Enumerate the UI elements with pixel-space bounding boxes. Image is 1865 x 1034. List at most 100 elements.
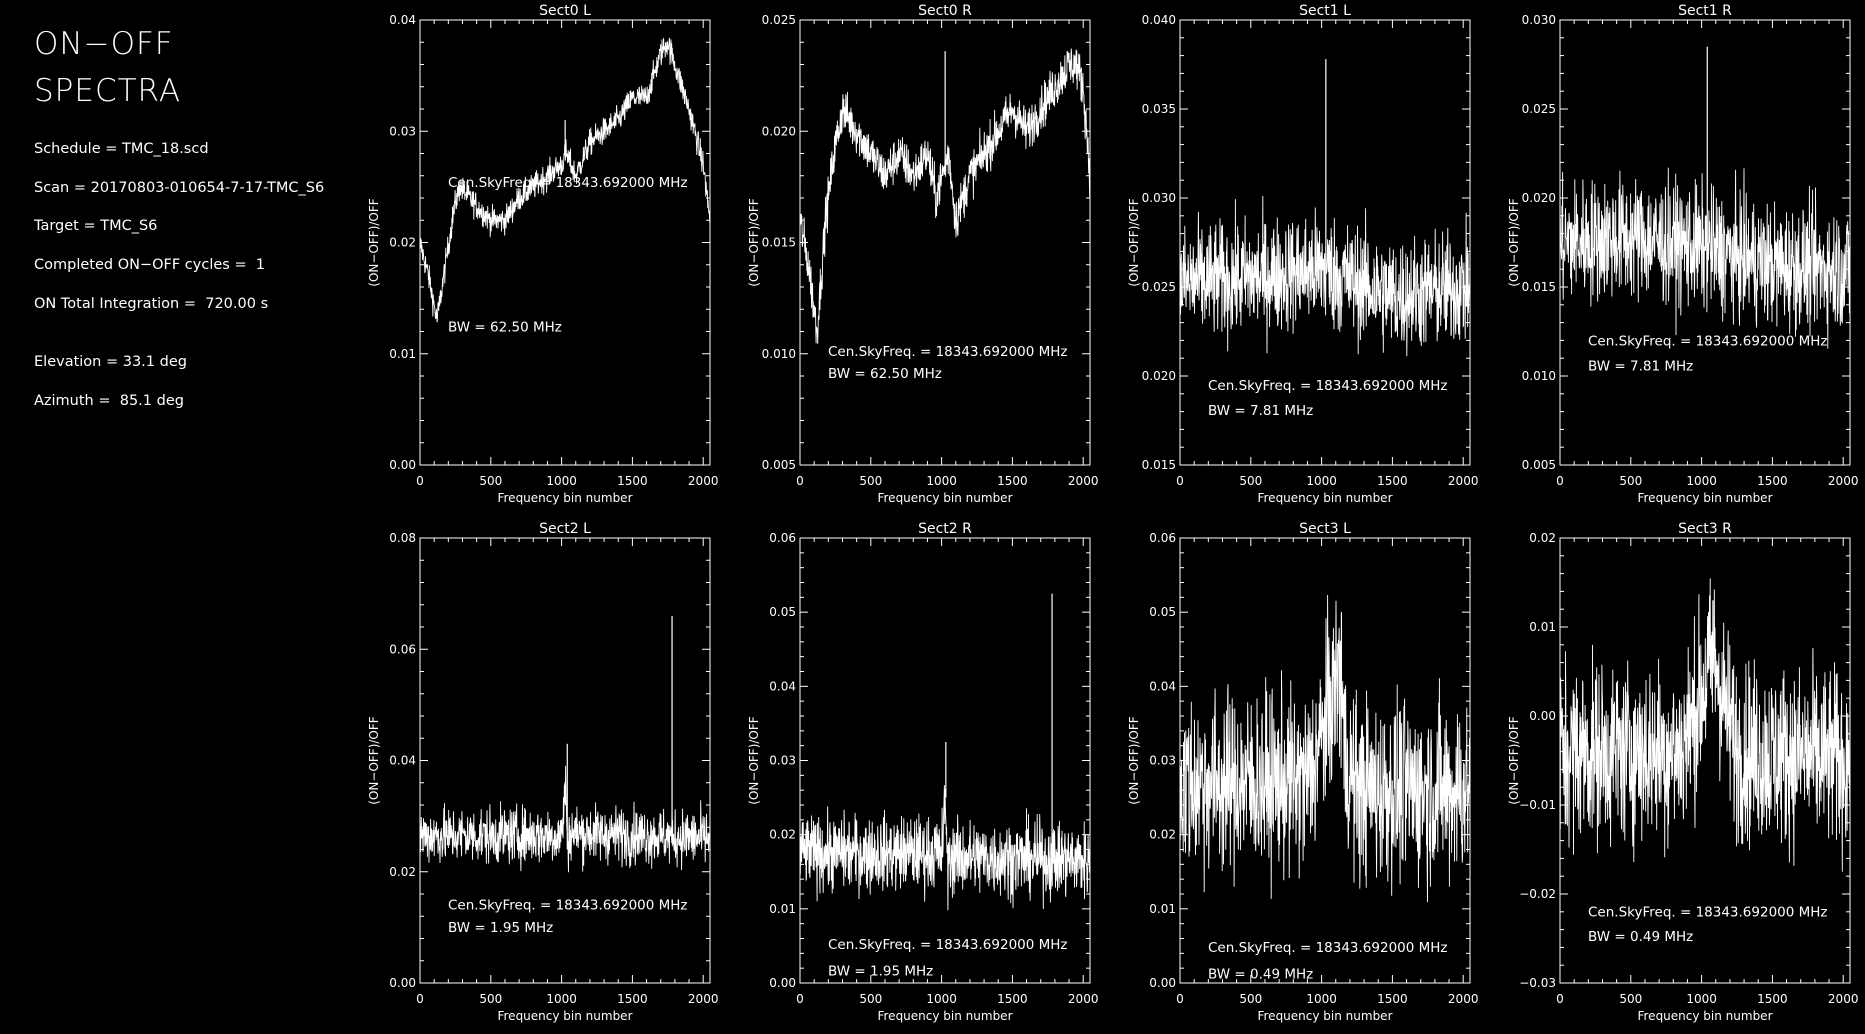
y-tick-label: 0.04: [769, 679, 796, 693]
y-tick-label: 0.04: [389, 754, 416, 768]
x-tick-label: 1000: [926, 474, 957, 488]
x-tick-label: 0: [1176, 474, 1184, 488]
x-tick-label: 0: [416, 474, 424, 488]
y-tick-label: 0.06: [389, 642, 416, 656]
x-tick-label: 500: [479, 992, 502, 1006]
x-tick-label: 2000: [1448, 992, 1479, 1006]
plot-frame: [1559, 537, 1851, 984]
x-axis-label: Frequency bin number: [1637, 491, 1772, 505]
plot-frame: [1179, 19, 1471, 466]
y-tick-label: 0.030: [1142, 191, 1176, 205]
y-tick-label: 0.06: [1149, 531, 1176, 545]
y-tick-label: 0.00: [389, 976, 416, 990]
elevation-label: Elevation = 33.1 deg: [34, 354, 187, 370]
x-tick-label: 2000: [1828, 474, 1859, 488]
chart-panel: 0 500 1000 1500 2000 −0.03 −0.02 −0.01 0.00 0.01 0…: [1507, 521, 1858, 1023]
y-tick-label: 0.040: [1142, 13, 1176, 27]
x-axis-label: Frequency bin number: [877, 1009, 1012, 1023]
chart-title: Sect1 R: [1678, 3, 1732, 19]
x-tick-label: 0: [1556, 474, 1564, 488]
y-tick-label: 0.03: [1149, 754, 1176, 768]
x-tick-label: 1500: [997, 992, 1028, 1006]
x-axis-label: Frequency bin number: [497, 1009, 632, 1023]
spectrum-line: [1560, 578, 1850, 872]
bandwidth-annotation: BW = 0.49 MHz: [1208, 967, 1313, 983]
chart-panel: 0 500 1000 1500 2000 0.015 0.020 0.025 0.030 0.03…: [1127, 3, 1478, 505]
x-axis-label: Frequency bin number: [1637, 1009, 1772, 1023]
y-axis-label: (ON−OFF)/OFF: [367, 198, 381, 286]
y-tick-label: 0.00: [769, 976, 796, 990]
sky-frequency-annotation: Cen.SkyFreq. = 18343.692000 MHz: [828, 937, 1068, 953]
y-axis-label: (ON−OFF)/OFF: [1127, 198, 1141, 286]
integration-label: ON Total Integration = 720.00 s: [34, 296, 269, 312]
chart-panel: 0 500 1000 1500 2000 0.00 0.01 0.02 0.03 0.04 Sect…: [367, 3, 718, 505]
x-tick-label: 2000: [1448, 474, 1479, 488]
y-tick-label: 0.00: [1149, 976, 1176, 990]
spectrum-line: [1180, 195, 1470, 357]
y-tick-label: −0.01: [1519, 798, 1556, 812]
sky-frequency-annotation: Cen.SkyFreq. = 18343.692000 MHz: [1208, 940, 1448, 956]
chart-title: Sect0 L: [539, 3, 591, 19]
y-tick-label: 0.01: [1149, 902, 1176, 916]
target-label: Target = TMC_S6: [34, 218, 158, 234]
bandwidth-annotation: BW = 62.50 MHz: [448, 320, 562, 336]
x-axis-label: Frequency bin number: [497, 491, 632, 505]
y-tick-label: 0.025: [762, 13, 796, 27]
x-axis-label: Frequency bin number: [1257, 491, 1392, 505]
y-axis-label: (ON−OFF)/OFF: [1507, 716, 1521, 804]
y-tick-label: 0.025: [1142, 280, 1176, 294]
plot-frame: [799, 537, 1091, 984]
x-tick-label: 1000: [1306, 474, 1337, 488]
y-tick-label: 0.020: [1142, 369, 1176, 383]
y-tick-label: 0.08: [389, 531, 416, 545]
y-tick-label: 0.04: [389, 13, 416, 27]
info-panel: ON−OFF SPECTRA Schedule = TMC_18.scd Sca…: [0, 0, 360, 1034]
chart-panel: 0 500 1000 1500 2000 0.00 0.02 0.04 0.06 0.08 Sect…: [367, 521, 718, 1023]
x-tick-label: 1500: [617, 474, 648, 488]
bandwidth-annotation: BW = 1.95 MHz: [448, 920, 553, 936]
y-tick-label: 0.010: [762, 347, 796, 361]
spectrum-line: [800, 785, 1090, 911]
bandwidth-annotation: BW = 1.95 MHz: [828, 964, 933, 980]
chart-title: Sect1 L: [1299, 3, 1351, 19]
y-axis-label: (ON−OFF)/OFF: [367, 716, 381, 804]
chart-panel: 0 500 1000 1500 2000 0.005 0.010 0.015 0.020 0.02…: [747, 3, 1098, 505]
chart-panel: 0 500 1000 1500 2000 0.00 0.01 0.02 0.03 0.04 0.05…: [747, 521, 1098, 1023]
y-tick-label: 0.02: [1149, 828, 1176, 842]
bandwidth-annotation: BW = 0.49 MHz: [1588, 929, 1693, 945]
y-tick-label: 0.015: [762, 236, 796, 250]
x-tick-label: 1000: [1306, 992, 1337, 1006]
x-tick-label: 1500: [617, 992, 648, 1006]
chart-panel: 0 500 1000 1500 2000 0.00 0.01 0.02 0.03 0.04 0.05…: [1127, 521, 1478, 1023]
scan-label: Scan = 20170803-010654-7-17-TMC_S6: [34, 180, 325, 196]
x-tick-label: 1000: [1686, 474, 1717, 488]
x-tick-label: 0: [1556, 992, 1564, 1006]
y-tick-label: 0.06: [769, 531, 796, 545]
y-axis-label: (ON−OFF)/OFF: [747, 198, 761, 286]
x-tick-label: 1000: [1686, 992, 1717, 1006]
x-tick-label: 500: [479, 474, 502, 488]
x-tick-label: 0: [416, 992, 424, 1006]
x-tick-label: 1000: [546, 474, 577, 488]
sky-frequency-annotation: Cen.SkyFreq. = 18343.692000 MHz: [448, 898, 688, 914]
chart-title: Sect3 R: [1678, 521, 1732, 537]
schedule-label: Schedule = TMC_18.scd: [34, 141, 209, 157]
sky-frequency-annotation: Cen.SkyFreq. = 18343.692000 MHz: [1208, 378, 1448, 394]
y-tick-label: 0.015: [1522, 280, 1556, 294]
x-axis-label: Frequency bin number: [1257, 1009, 1392, 1023]
x-tick-label: 500: [1619, 992, 1642, 1006]
x-tick-label: 1000: [926, 992, 957, 1006]
x-tick-label: 0: [1176, 992, 1184, 1006]
y-tick-label: 0.02: [769, 828, 796, 842]
spectrum-line: [1180, 594, 1470, 903]
chart-title: Sect2 R: [918, 521, 972, 537]
y-tick-label: 0.00: [389, 458, 416, 472]
sky-frequency-annotation: Cen.SkyFreq. = 18343.692000 MHz: [448, 175, 688, 191]
y-tick-label: 0.025: [1522, 102, 1556, 116]
x-tick-label: 1500: [1377, 992, 1408, 1006]
x-tick-label: 500: [1239, 474, 1262, 488]
y-tick-label: 0.02: [1529, 531, 1556, 545]
chart-title: Sect0 R: [918, 3, 972, 19]
y-tick-label: 0.05: [1149, 605, 1176, 619]
